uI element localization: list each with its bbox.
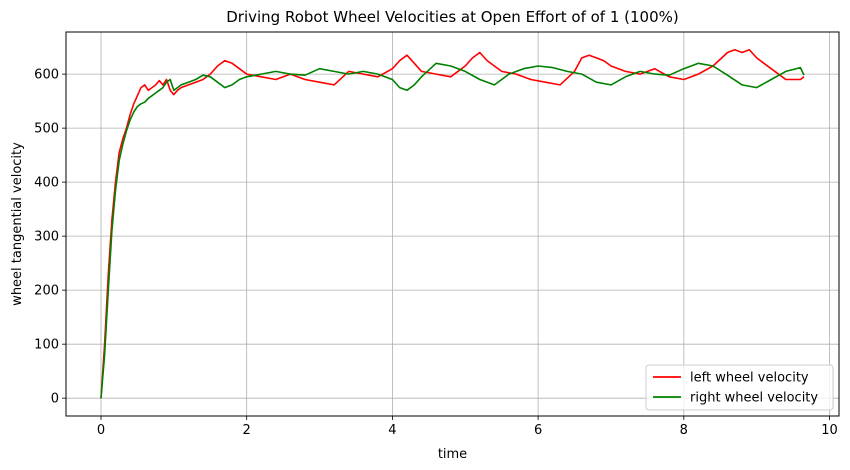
legend: left wheel velocity right wheel velocity bbox=[645, 364, 834, 411]
plot-frame bbox=[65, 31, 840, 417]
y-tick-label: 400 bbox=[34, 176, 59, 191]
x-tick-label: 6 bbox=[534, 423, 542, 438]
chart-title: Driving Robot Wheel Velocities at Open E… bbox=[226, 8, 679, 26]
y-axis-label: wheel tangential velocity bbox=[10, 142, 25, 306]
y-tick-label: 500 bbox=[34, 122, 59, 137]
x-tick-label: 2 bbox=[243, 423, 251, 438]
y-tick-label: 600 bbox=[34, 68, 59, 83]
x-tick-label: 10 bbox=[821, 423, 838, 438]
grid bbox=[66, 32, 839, 416]
x-tick-label: 0 bbox=[97, 423, 105, 438]
series-line-1 bbox=[100, 48, 805, 399]
y-tick-label: 300 bbox=[34, 230, 59, 245]
x-axis-label: time bbox=[438, 447, 467, 462]
y-tick-label: 0 bbox=[51, 392, 59, 407]
legend-label-1: left wheel velocity bbox=[690, 371, 809, 386]
series-line-2 bbox=[100, 62, 805, 399]
x-tick-label: 8 bbox=[680, 423, 688, 438]
y-tick-label: 100 bbox=[34, 338, 59, 353]
x-tick-label: 4 bbox=[388, 423, 396, 438]
legend-label-2: right wheel velocity bbox=[690, 391, 818, 406]
series-layer bbox=[100, 48, 805, 399]
plot-background bbox=[66, 32, 839, 416]
y-tick-label: 200 bbox=[34, 284, 59, 299]
legend-box bbox=[645, 364, 834, 411]
